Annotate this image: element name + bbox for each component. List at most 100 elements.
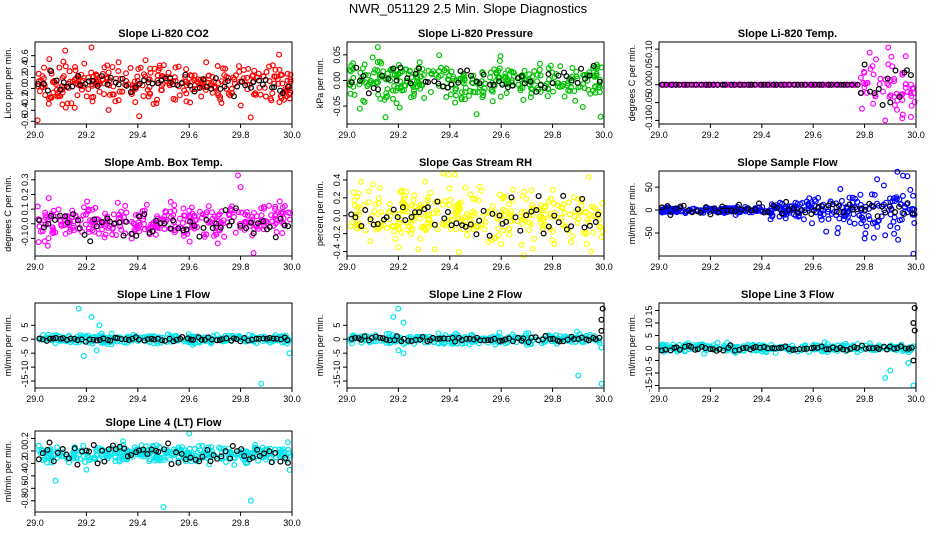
data-point — [285, 459, 292, 466]
data-point — [275, 209, 282, 216]
data-point — [510, 69, 517, 76]
data-point — [593, 70, 600, 77]
data-point — [204, 446, 211, 453]
data-point — [400, 350, 407, 357]
data-point — [230, 93, 237, 100]
data-point — [510, 186, 517, 193]
data-point — [74, 461, 81, 468]
data-point — [113, 449, 120, 456]
data-point — [686, 81, 693, 88]
data-point — [503, 89, 510, 96]
data-point — [573, 328, 580, 335]
data-point — [490, 81, 497, 88]
data-point — [62, 47, 69, 54]
data-point — [744, 341, 751, 348]
data-point — [491, 335, 498, 342]
data-point — [134, 73, 141, 80]
data-point — [860, 68, 867, 75]
data-point — [902, 345, 909, 352]
data-point — [536, 60, 543, 67]
data-point — [59, 101, 66, 108]
data-point — [85, 207, 92, 214]
data-point — [243, 225, 250, 232]
data-point — [397, 83, 404, 90]
data-point — [235, 209, 242, 216]
data-point — [191, 222, 198, 229]
data-point — [230, 335, 237, 342]
data-point — [257, 91, 264, 98]
data-point — [42, 209, 49, 216]
data-point — [200, 80, 207, 87]
data-point — [242, 450, 249, 457]
data-point — [264, 335, 271, 342]
data-point — [476, 84, 483, 91]
data-point — [232, 205, 239, 212]
data-point — [692, 346, 699, 353]
data-point — [242, 218, 249, 225]
data-point — [350, 65, 357, 72]
data-point — [133, 232, 140, 239]
data-point — [598, 234, 605, 241]
data-point — [376, 200, 383, 207]
data-point — [279, 71, 286, 78]
data-point — [569, 233, 576, 240]
data-point — [865, 345, 872, 352]
data-point — [51, 216, 58, 223]
data-point — [573, 68, 580, 75]
data-point — [571, 213, 578, 220]
data-point — [284, 77, 291, 84]
data-point — [112, 458, 119, 465]
data-point — [109, 231, 116, 238]
x-tick-label: 29.2 — [390, 130, 408, 140]
data-point — [354, 204, 361, 211]
y-tick-label: 0.2 — [20, 432, 30, 445]
data-point — [447, 225, 454, 232]
data-point — [561, 209, 568, 216]
data-point — [558, 214, 565, 221]
data-point — [891, 102, 898, 109]
y-tick-label: -50 — [644, 227, 654, 240]
data-point — [160, 62, 167, 69]
data-point — [369, 181, 376, 188]
data-point — [444, 84, 451, 91]
data-point — [272, 66, 279, 73]
y-tick-label: -0.2 — [20, 92, 30, 108]
data-point — [86, 454, 93, 461]
data-point — [491, 235, 498, 242]
data-point — [590, 62, 597, 69]
data-point — [77, 217, 84, 224]
y-tick-label: 0.0 — [332, 209, 342, 222]
data-point — [864, 79, 871, 86]
data-point — [240, 66, 247, 73]
data-point — [187, 454, 194, 461]
data-point — [178, 80, 185, 87]
data-point — [358, 339, 365, 346]
x-tick-label: 29.6 — [180, 518, 198, 528]
data-point — [57, 86, 64, 93]
points-group — [658, 305, 918, 389]
data-point — [517, 87, 524, 94]
data-point — [540, 230, 547, 237]
y-axis-label: percent per min. — [315, 181, 325, 246]
data-point — [455, 77, 462, 84]
data-point — [399, 204, 406, 211]
data-point — [857, 74, 864, 81]
data-point — [904, 200, 911, 207]
y-tick-label: 0.2 — [20, 71, 30, 84]
data-point — [286, 350, 293, 357]
data-point — [892, 67, 899, 74]
data-point — [412, 70, 419, 77]
data-point — [805, 81, 812, 88]
y-tick-label: -0.2 — [332, 226, 342, 242]
data-point — [770, 81, 777, 88]
data-point — [545, 86, 552, 93]
data-point — [870, 234, 877, 241]
data-point — [66, 68, 73, 75]
data-point — [525, 339, 532, 346]
data-point — [277, 458, 284, 465]
data-point — [358, 223, 365, 230]
y-tick-label: -15 — [644, 379, 654, 392]
data-point — [505, 67, 512, 74]
x-tick-label: 29.2 — [702, 394, 720, 404]
data-point — [356, 105, 363, 112]
